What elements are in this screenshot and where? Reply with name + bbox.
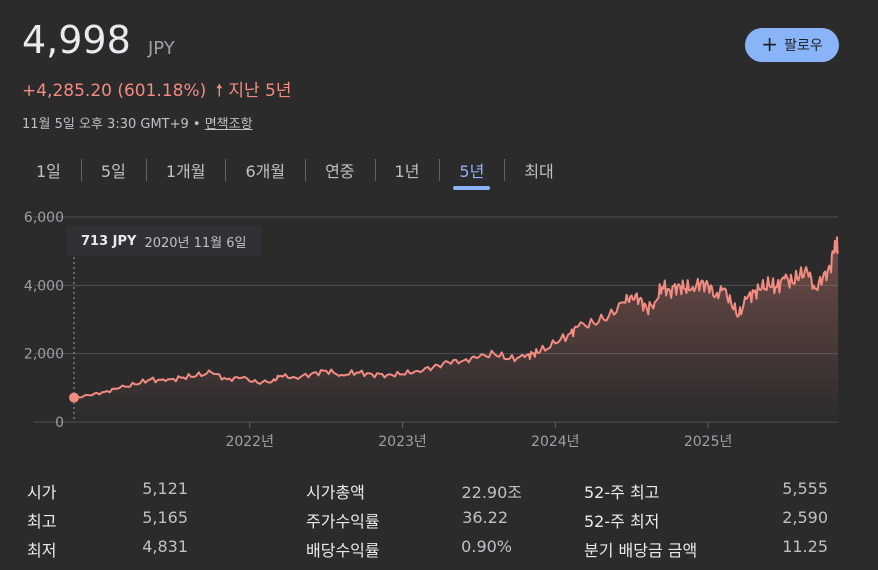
hover-point [69, 392, 79, 403]
tab-ytd[interactable]: 연중 [305, 152, 374, 188]
stat-label: 최고 [27, 512, 57, 531]
stat-label: 52-주 최고 [584, 483, 660, 502]
tab-5d[interactable]: 5일 [80, 152, 146, 188]
change-period: 지난 5년 [228, 81, 292, 101]
x-tick-label: 2024년 [531, 434, 580, 450]
tab-label: 1개월 [165, 162, 206, 181]
follow-label: 팔로우 [784, 38, 823, 54]
stat-label: 배당수익률 [306, 541, 380, 560]
tab-1y[interactable]: 1년 [374, 152, 440, 188]
tooltip-value: 713 JPY [81, 233, 137, 249]
range-tabs: 1일 5일 1개월 6개월 연중 1년 5년 최대 [16, 152, 574, 190]
tab-label: 1년 [394, 162, 420, 181]
tab-label: 최대 [524, 162, 554, 181]
stat-value: 5,121 [142, 479, 188, 498]
x-tick-label: 2025년 [684, 434, 733, 450]
tab-1m[interactable]: 1개월 [145, 152, 226, 188]
y-tick-label: 4,000 [24, 278, 64, 294]
stat-value: 2,590 [782, 508, 828, 527]
price-line [73, 236, 839, 399]
x-tick-label: 2023년 [378, 434, 427, 450]
tab-1d[interactable]: 1일 [16, 152, 81, 188]
tab-label: 6개월 [245, 162, 286, 181]
x-tick-label: 2022년 [225, 434, 274, 450]
chart-tooltip: 713 JPY 2020년 11월 6일 [67, 226, 261, 256]
y-tick-label: 0 [55, 415, 64, 431]
tab-max[interactable]: 최대 [504, 152, 573, 188]
stat-value: 36.22 [462, 508, 508, 527]
stat-label: 주가수익률 [306, 512, 380, 531]
currency-label: JPY [148, 38, 175, 59]
tab-label: 1일 [36, 162, 61, 181]
stat-label: 시가총액 [306, 483, 365, 502]
stat-label: 시가 [27, 483, 57, 502]
stat-label: 최저 [27, 541, 57, 560]
stat-value: 0.90% [461, 537, 512, 556]
stat-value: 5,555 [782, 479, 828, 498]
tab-5y[interactable]: 5년 [439, 152, 504, 190]
tab-label: 5일 [100, 162, 126, 181]
stat-value: 4,831 [142, 537, 188, 556]
stat-value: 5,165 [142, 508, 188, 527]
stock-price: 4,998 [22, 18, 131, 62]
y-tick-label: 6,000 [24, 210, 64, 226]
stat-label: 분기 배당금 금액 [584, 541, 698, 560]
tooltip-date: 2020년 11월 6일 [144, 235, 247, 251]
arrow-up-icon: 🠕 [215, 81, 223, 101]
timestamp-text: 11월 5일 오후 3:30 GMT+9 • [22, 117, 201, 132]
plus-icon: + [761, 32, 779, 56]
tab-label: 5년 [459, 162, 485, 181]
price-chart[interactable]: 6,000 4,000 2,000 0 2022년 2023년 2024년 2025년 [0, 200, 878, 460]
price-area [74, 237, 838, 422]
stat-label: 52-주 최저 [584, 512, 660, 531]
disclaimer-link[interactable]: 면책조항 [204, 117, 253, 132]
change-value: +4,285.20 (601.18%) [22, 81, 207, 101]
timestamp: 11월 5일 오후 3:30 GMT+9 • 면책조항 [22, 113, 253, 132]
follow-button[interactable]: + 팔로우 [745, 28, 839, 62]
tab-label: 연중 [325, 162, 355, 181]
tab-6m[interactable]: 6개월 [225, 152, 305, 188]
y-tick-label: 2,000 [24, 347, 64, 363]
stat-value: 22.90조 [461, 483, 522, 502]
price-change: +4,285.20 (601.18%) 🠕 지난 5년 [22, 76, 292, 107]
stat-value: 11.25 [782, 537, 828, 556]
